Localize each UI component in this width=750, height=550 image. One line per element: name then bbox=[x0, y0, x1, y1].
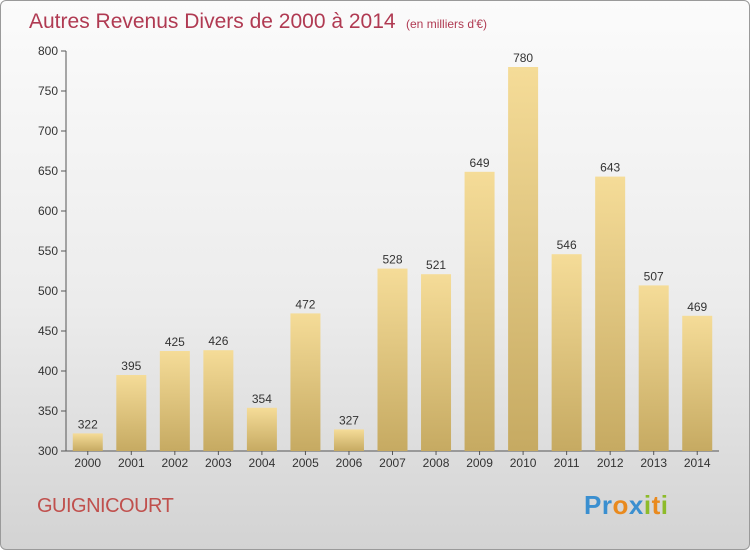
commune-name: GUIGNICOURT bbox=[37, 495, 174, 517]
bar bbox=[508, 67, 539, 451]
x-tick-label: 2006 bbox=[336, 456, 363, 470]
bar bbox=[377, 268, 408, 451]
bar-value-label: 780 bbox=[513, 51, 533, 65]
x-tick-label: 2004 bbox=[249, 456, 276, 470]
logo-letter: i bbox=[643, 490, 652, 520]
y-tick-label: 650 bbox=[38, 164, 58, 178]
bar-value-label: 322 bbox=[78, 417, 98, 431]
x-tick-label: 2013 bbox=[640, 456, 667, 470]
bar bbox=[595, 176, 626, 451]
bar-value-label: 327 bbox=[339, 413, 359, 427]
bar bbox=[638, 285, 669, 451]
y-tick-label: 400 bbox=[38, 364, 58, 378]
x-tick-label: 2000 bbox=[74, 456, 101, 470]
bar bbox=[203, 350, 234, 451]
bar bbox=[464, 171, 495, 452]
bar-value-label: 426 bbox=[208, 334, 228, 348]
x-tick-label: 2010 bbox=[510, 456, 537, 470]
bar bbox=[159, 351, 190, 451]
x-tick-label: 2011 bbox=[554, 456, 580, 470]
bar-value-label: 507 bbox=[644, 269, 664, 283]
bar bbox=[421, 274, 452, 451]
bar bbox=[72, 433, 103, 451]
y-tick-label: 700 bbox=[38, 124, 58, 138]
chart-bars: 322 395 425 426 354 472 327 528 521 649 780 546 643 5… bbox=[72, 51, 713, 452]
x-tick-label: 2009 bbox=[466, 456, 493, 470]
bar bbox=[551, 254, 582, 451]
bar-value-label: 395 bbox=[121, 359, 141, 373]
logo-letter: r bbox=[601, 490, 613, 520]
bar-value-label: 643 bbox=[600, 161, 620, 175]
chart-subtitle: (en milliers d'€) bbox=[406, 17, 487, 31]
logo-letter: o bbox=[612, 490, 629, 520]
bar bbox=[246, 407, 277, 451]
logo-letter: P bbox=[584, 490, 602, 520]
logo-letter: x bbox=[628, 490, 644, 520]
x-tick-label: 2005 bbox=[292, 456, 319, 470]
bar-value-label: 469 bbox=[687, 300, 707, 314]
x-tick-label: 2014 bbox=[684, 456, 711, 470]
x-tick-label: 2003 bbox=[205, 456, 232, 470]
y-tick-label: 600 bbox=[38, 204, 58, 218]
bar bbox=[682, 315, 713, 451]
title-row: Autres Revenus Divers de 2000 à 2014 (en… bbox=[29, 10, 487, 34]
y-tick-label: 550 bbox=[38, 244, 58, 258]
logo-letter: i bbox=[660, 490, 669, 520]
chart-title: Autres Revenus Divers de 2000 à 2014 bbox=[29, 10, 396, 33]
x-tick-label: 2008 bbox=[423, 456, 450, 470]
bar-value-label: 528 bbox=[382, 253, 402, 267]
bar bbox=[333, 429, 364, 451]
chart-axes: 300 350 400 450 500 550 600 650 700 750 800 2000 200… bbox=[38, 44, 719, 470]
x-tick-label: 2002 bbox=[161, 456, 188, 470]
bar-value-label: 521 bbox=[426, 258, 446, 272]
bar-value-label: 546 bbox=[557, 238, 577, 252]
y-tick-label: 350 bbox=[38, 404, 58, 418]
x-tick-label: 2001 bbox=[118, 456, 145, 470]
bar-value-label: 425 bbox=[165, 335, 185, 349]
x-tick-label: 2007 bbox=[379, 456, 406, 470]
y-tick-label: 800 bbox=[38, 44, 58, 58]
x-tick-label: 2012 bbox=[597, 456, 624, 470]
bar bbox=[290, 313, 321, 451]
bar-value-label: 354 bbox=[252, 392, 272, 406]
proxiti-logo: Proxiti bbox=[584, 490, 668, 521]
logo-letter: t bbox=[651, 490, 661, 520]
y-tick-label: 750 bbox=[38, 84, 58, 98]
bar bbox=[116, 375, 147, 451]
y-tick-label: 500 bbox=[38, 284, 58, 298]
y-tick-label: 300 bbox=[38, 444, 58, 458]
bar-value-label: 649 bbox=[470, 156, 490, 170]
bar-value-label: 472 bbox=[295, 297, 315, 311]
y-tick-label: 450 bbox=[38, 324, 58, 338]
